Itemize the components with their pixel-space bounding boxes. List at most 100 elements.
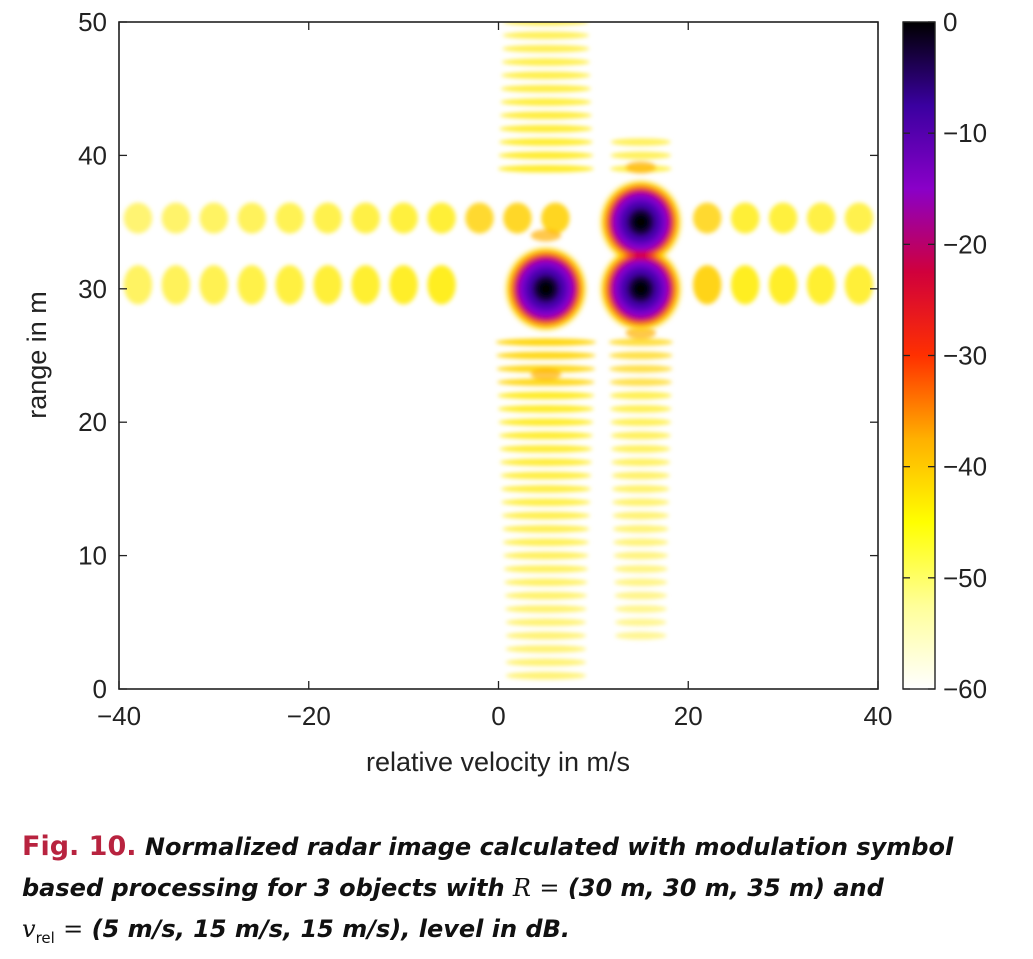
- velocity-values: (5 m/s, 15 m/s, 15 m/s): [91, 915, 402, 943]
- range-sidelobe: [615, 618, 667, 627]
- range-sidelobe: [501, 58, 591, 66]
- equals-sign-1: =: [539, 874, 560, 902]
- colorbar-tick-label: −60: [943, 674, 987, 704]
- range-sidelobe: [495, 338, 597, 346]
- y-tick-label: 30: [78, 274, 107, 304]
- velocity-sidelobe: [844, 265, 874, 305]
- range-sidelobe: [614, 591, 668, 600]
- range-sidelobe: [609, 365, 673, 373]
- velocity-sidelobe: [275, 202, 305, 234]
- velocity-sidelobe: [123, 202, 153, 234]
- velocity-sidelobe: [199, 265, 229, 305]
- range-sidelobe: [612, 511, 670, 520]
- velocity-sidelobe: [768, 265, 798, 305]
- colorbar-tick-label: −30: [943, 341, 987, 371]
- heatmap-layer: [123, 22, 874, 680]
- velocity-sidelobe: [427, 265, 456, 305]
- range-sidelobe: [612, 498, 670, 506]
- range-sidelobe: [500, 98, 592, 106]
- range-sidelobe: [613, 551, 669, 560]
- range-sidelobe: [613, 565, 668, 573]
- range-sidelobe: [498, 151, 594, 160]
- range-sidelobe: [611, 445, 671, 453]
- range-sidelobe: [500, 84, 592, 93]
- range-values: (30 m, 30 m, 35 m): [567, 874, 825, 902]
- range-sidelobe: [498, 418, 594, 426]
- range-symbol: R: [512, 874, 531, 902]
- range-sidelobe: [501, 511, 591, 520]
- range-sidelobe: [505, 658, 587, 667]
- x-tick-label: 0: [491, 701, 505, 731]
- figure-number: Fig. 10.: [22, 831, 137, 862]
- velocity-sidelobe: [123, 265, 153, 305]
- radar-image-figure: −40 −20 0 20 40 0 10 20 30 40 50 relative velocit…: [22, 7, 987, 777]
- range-sidelobe: [612, 525, 669, 533]
- range-sidelobe: [497, 391, 595, 400]
- range-sidelobe: [498, 138, 593, 146]
- colorbar-axis: 0 −10 −20 −30 −40 −50 −60: [903, 7, 987, 704]
- range-sidelobe: [613, 538, 669, 546]
- range-sidelobe: [505, 631, 587, 640]
- range-sidelobe: [610, 151, 672, 160]
- velocity-sidelobe: [161, 265, 191, 305]
- velocity-sidelobe: [199, 202, 229, 234]
- caption-line-1: Normalized radar image calculated with m…: [144, 833, 954, 861]
- colorbar-tick-label: −10: [943, 118, 987, 148]
- caption-and: and: [833, 874, 884, 902]
- range-sidelobe: [611, 471, 670, 480]
- range-sidelobe: [498, 405, 594, 413]
- velocity-sidelobe: [427, 202, 456, 234]
- y-axis-label: range in m: [22, 291, 52, 419]
- colorbar-tick-label: −40: [943, 452, 987, 482]
- range-sidelobe: [499, 458, 592, 466]
- target-peak: [632, 213, 649, 231]
- velocity-sidelobe: [389, 202, 418, 234]
- velocity-sidelobe: [692, 202, 722, 234]
- range-sidelobe: [499, 445, 593, 453]
- y-axis: 0 10 20 30 40 50: [78, 7, 878, 704]
- target-peak: [537, 280, 555, 298]
- range-sidelobe: [614, 605, 667, 613]
- range-sidelobe: [502, 31, 590, 40]
- range-sidelobe: [608, 338, 673, 346]
- y-tick-label: 20: [78, 407, 107, 437]
- range-sidelobe: [615, 631, 667, 640]
- figure-caption: Fig. 10. Normalized radar image calculat…: [22, 826, 1012, 959]
- range-sidelobe: [497, 378, 595, 386]
- range-sidelobe: [609, 378, 673, 386]
- range-sidelobe: [502, 538, 590, 546]
- x-tick-label: 40: [864, 701, 893, 731]
- velocity-sidelobe: [351, 202, 380, 234]
- velocity-sidelobe: [806, 265, 836, 305]
- velocity-sidelobe: [237, 265, 267, 305]
- caption-line-2-prefix: based processing for 3 objects with: [22, 874, 505, 902]
- range-sidelobe: [505, 671, 587, 680]
- sidelobe-layer: [123, 22, 874, 680]
- range-sidelobe: [498, 165, 594, 173]
- y-tick-label: 40: [78, 140, 107, 170]
- colorbar-tick-label: −50: [943, 563, 987, 593]
- x-axis: −40 −20 0 20 40: [97, 22, 893, 731]
- range-sidelobe: [499, 124, 593, 133]
- range-sidelobe: [503, 22, 589, 26]
- range-sidelobe: [498, 431, 593, 440]
- y-tick-label: 10: [78, 541, 107, 571]
- velocity-sidelobe: [465, 202, 494, 234]
- target-peak: [632, 280, 649, 298]
- range-sidelobe: [610, 405, 672, 413]
- velocity-sidelobe: [503, 202, 532, 234]
- range-sidelobe: [501, 71, 591, 80]
- y-tick-label: 0: [93, 674, 107, 704]
- range-sidelobe: [500, 485, 592, 493]
- range-sidelobe: [496, 351, 596, 360]
- x-tick-label: −20: [287, 701, 331, 731]
- orange-sidelobe: [625, 161, 656, 174]
- range-sidelobe: [501, 498, 591, 506]
- range-sidelobe: [610, 138, 671, 146]
- velocity-sidelobe: [541, 202, 570, 234]
- range-sidelobe: [504, 591, 588, 600]
- range-sidelobe: [611, 458, 671, 466]
- range-sidelobe: [502, 525, 590, 533]
- range-sidelobe: [610, 418, 672, 426]
- orange-sidelobe: [625, 326, 656, 339]
